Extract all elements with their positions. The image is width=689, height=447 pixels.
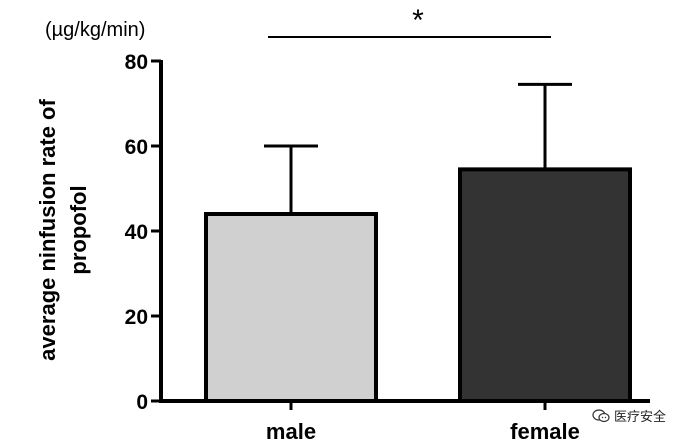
y-tick-label-60: 60	[125, 136, 148, 159]
plot-area: male female 0 20 40 60 80	[125, 36, 650, 444]
y-tick-label-20: 20	[125, 306, 148, 329]
bar-female	[458, 167, 632, 403]
y-tick-label-0: 0	[136, 391, 148, 414]
watermark: 医疗安全	[592, 406, 666, 425]
chat-bubble-icon	[592, 408, 610, 422]
y-axis-label-line-1: average ninfusion rate of	[35, 99, 60, 361]
x-tick-label-male: male	[266, 419, 316, 444]
x-tick-label-female: female	[510, 419, 580, 444]
y-axis-label: average ninfusion rate of propofol	[35, 99, 91, 361]
unit-label: (µg/kg/min)	[45, 19, 145, 41]
bar-male	[204, 212, 378, 403]
significance-star: *	[412, 4, 424, 37]
y-tick-label-40: 40	[125, 221, 148, 244]
y-axis-label-line-2: propofol	[66, 185, 91, 274]
y-tick-label-80: 80	[125, 51, 148, 74]
watermark-text: 医疗安全	[614, 410, 667, 425]
